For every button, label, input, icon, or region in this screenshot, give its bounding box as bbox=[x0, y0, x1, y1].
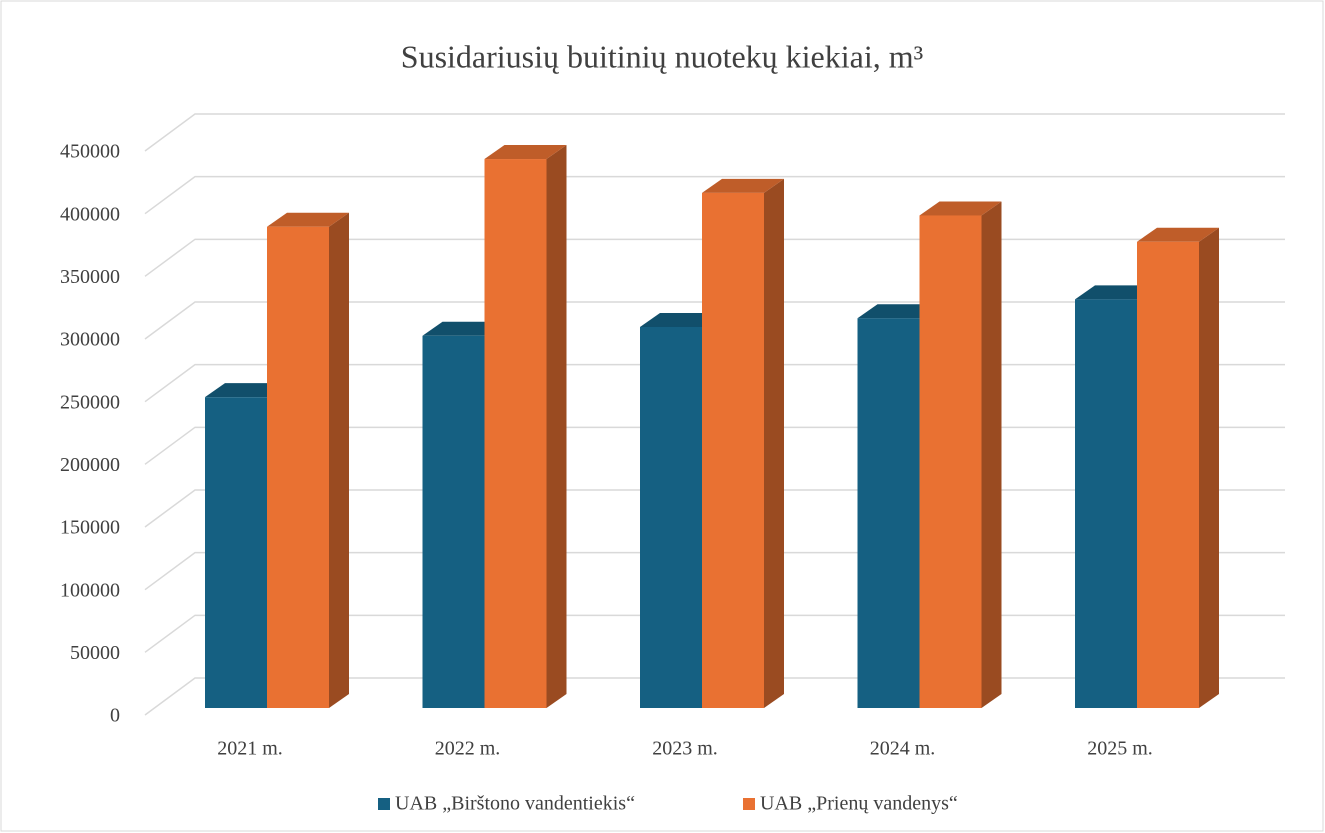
legend-swatch bbox=[743, 798, 755, 810]
grid-line bbox=[144, 113, 1285, 152]
bar-top bbox=[919, 201, 1002, 216]
bar-front bbox=[422, 335, 485, 708]
x-tick-label: 2021 m. bbox=[217, 738, 283, 760]
bar bbox=[484, 145, 567, 709]
bar-front bbox=[702, 192, 764, 708]
bar-front bbox=[857, 318, 920, 708]
y-tick-label: 350000 bbox=[60, 266, 120, 288]
legend-swatch bbox=[378, 798, 390, 810]
legend-label: UAB „Birštono vandentiekis“ bbox=[395, 793, 635, 815]
y-tick-label: 100000 bbox=[60, 579, 120, 601]
y-tick-label: 150000 bbox=[60, 517, 120, 539]
x-tick-label: 2025 m. bbox=[1087, 738, 1153, 760]
bar-top bbox=[857, 304, 940, 319]
x-tick-label: 2023 m. bbox=[652, 738, 718, 760]
bar-side bbox=[329, 212, 349, 708]
bar-front bbox=[205, 397, 267, 708]
bar-top bbox=[640, 312, 722, 327]
bar-top bbox=[484, 145, 567, 160]
bar-side bbox=[981, 201, 1002, 708]
bar-top bbox=[267, 212, 349, 227]
bar-top bbox=[422, 321, 505, 336]
bar-front bbox=[1137, 241, 1199, 708]
bar-front bbox=[267, 226, 329, 708]
bar-side bbox=[764, 178, 784, 708]
y-tick-label: 400000 bbox=[60, 203, 120, 225]
bar-top bbox=[702, 178, 784, 193]
y-tick-label: 450000 bbox=[60, 141, 120, 163]
x-tick-label: 2022 m. bbox=[435, 738, 501, 760]
x-tick-label: 2024 m. bbox=[870, 738, 936, 760]
bar bbox=[919, 201, 1002, 708]
bar-side bbox=[546, 145, 567, 709]
bar bbox=[702, 178, 784, 708]
y-tick-label: 200000 bbox=[60, 454, 120, 476]
y-tick-label: 300000 bbox=[60, 329, 120, 351]
bar-front bbox=[484, 159, 547, 709]
bar-top bbox=[205, 383, 287, 398]
grid-line bbox=[144, 175, 1285, 215]
bar-top bbox=[1137, 227, 1219, 242]
bar-front bbox=[919, 215, 982, 708]
y-tick-label: 0 bbox=[110, 705, 120, 727]
bar-front bbox=[640, 326, 702, 708]
bar bbox=[1137, 227, 1219, 708]
bar-top bbox=[1075, 285, 1157, 300]
bar-side bbox=[1199, 227, 1219, 708]
bar bbox=[267, 212, 349, 708]
y-tick-label: 50000 bbox=[70, 642, 120, 664]
y-tick-label: 250000 bbox=[60, 391, 120, 413]
chart-title: Susidariusių buitinių nuotekų kiekiai, m… bbox=[401, 38, 923, 74]
bar-front bbox=[1075, 299, 1137, 708]
legend-label: UAB „Prienų vandenys“ bbox=[760, 793, 958, 815]
